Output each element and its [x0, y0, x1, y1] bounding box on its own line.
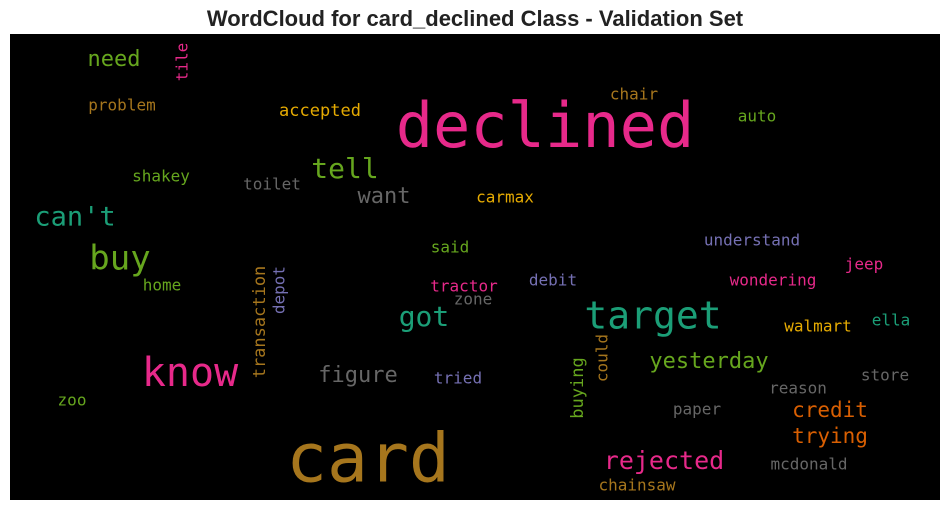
chart-title: WordCloud for card_declined Class - Vali…: [207, 6, 744, 31]
word: toilet: [243, 175, 301, 194]
word: tractor: [430, 277, 498, 296]
word: home: [143, 276, 182, 295]
word: paper: [673, 400, 722, 419]
word: target: [584, 294, 721, 338]
word: declined: [396, 89, 695, 162]
word: got: [399, 300, 450, 333]
word: auto: [738, 107, 777, 126]
word: tried: [434, 369, 482, 388]
word: problem: [88, 96, 155, 115]
word: need: [88, 47, 141, 72]
word: buy: [89, 239, 150, 279]
word: tell: [311, 152, 378, 185]
word: want: [358, 184, 411, 209]
word: can't: [34, 202, 115, 233]
word: understand: [704, 231, 800, 250]
word: rejected: [604, 446, 724, 475]
word: know: [142, 350, 239, 396]
word: mcdonald: [770, 455, 847, 474]
word: reason: [769, 379, 827, 398]
word: accepted: [279, 101, 361, 121]
word: debit: [529, 271, 577, 290]
word: card: [286, 420, 450, 499]
word: figure: [318, 363, 397, 388]
word: chair: [610, 85, 659, 104]
word: yesterday: [649, 349, 768, 374]
word: depot: [270, 266, 289, 314]
word: credit: [792, 398, 868, 422]
word: walmart: [784, 317, 851, 336]
word: wondering: [730, 271, 817, 290]
word: transaction: [250, 266, 270, 379]
word: ella: [872, 311, 911, 330]
word: said: [431, 238, 470, 257]
word: zone: [454, 290, 493, 309]
word: jeep: [845, 255, 884, 274]
word: chainsaw: [598, 476, 675, 495]
word: tile: [173, 43, 192, 82]
word: trying: [792, 424, 868, 448]
word: carmax: [476, 188, 534, 207]
cloud-background: [10, 34, 940, 500]
word: shakey: [132, 167, 190, 186]
word: buying: [568, 357, 588, 418]
word: zoo: [58, 391, 87, 410]
word: could: [593, 334, 612, 382]
word: store: [861, 366, 909, 385]
